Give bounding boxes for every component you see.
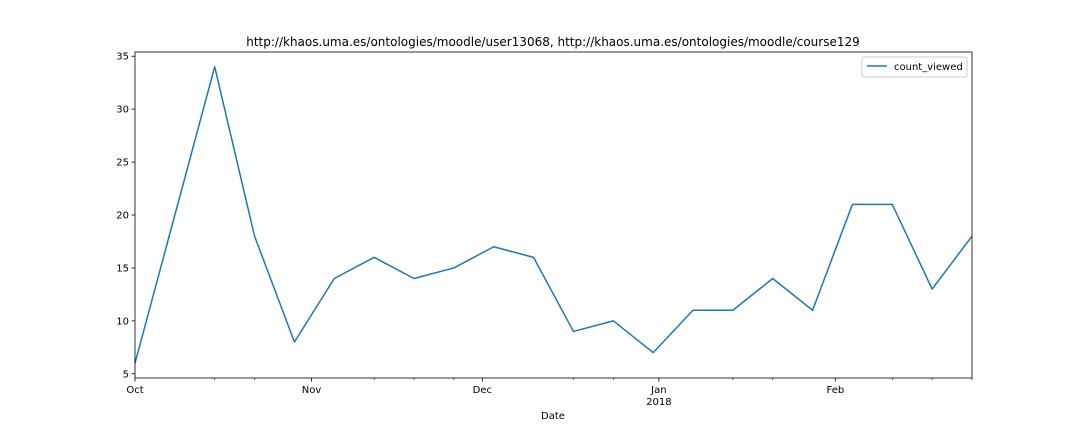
series-layer — [134, 66, 973, 364]
y-axis: 5 10 15 20 25 30 35 — [116, 52, 135, 380]
series-line-count_viewed — [134, 66, 973, 364]
x-tick-label: Jan — [650, 385, 666, 396]
plot-area — [135, 52, 972, 378]
y-tick-label: 30 — [116, 105, 129, 116]
x-tick-label: Feb — [826, 385, 844, 396]
x-axis-label: Date — [541, 411, 565, 422]
legend: count_viewed — [861, 56, 968, 78]
legend-label: count_viewed — [894, 62, 963, 73]
y-tick-label: 5 — [123, 369, 129, 380]
y-tick-label: 25 — [116, 158, 129, 169]
y-tick-label: 20 — [116, 211, 129, 222]
x-tick-label: Dec — [473, 385, 492, 396]
y-tick-label: 35 — [116, 52, 129, 63]
x-tick-sublabel: 2018 — [646, 397, 671, 408]
chart-title: http://khaos.uma.es/ontologies/moodle/us… — [246, 35, 860, 49]
x-tick-label: Oct — [126, 385, 143, 396]
plot-frame — [134, 51, 973, 379]
legend-box — [861, 56, 968, 78]
y-tick-label: 10 — [116, 316, 129, 327]
y-tick-label: 15 — [116, 263, 129, 274]
x-tick-label: Nov — [302, 385, 322, 396]
